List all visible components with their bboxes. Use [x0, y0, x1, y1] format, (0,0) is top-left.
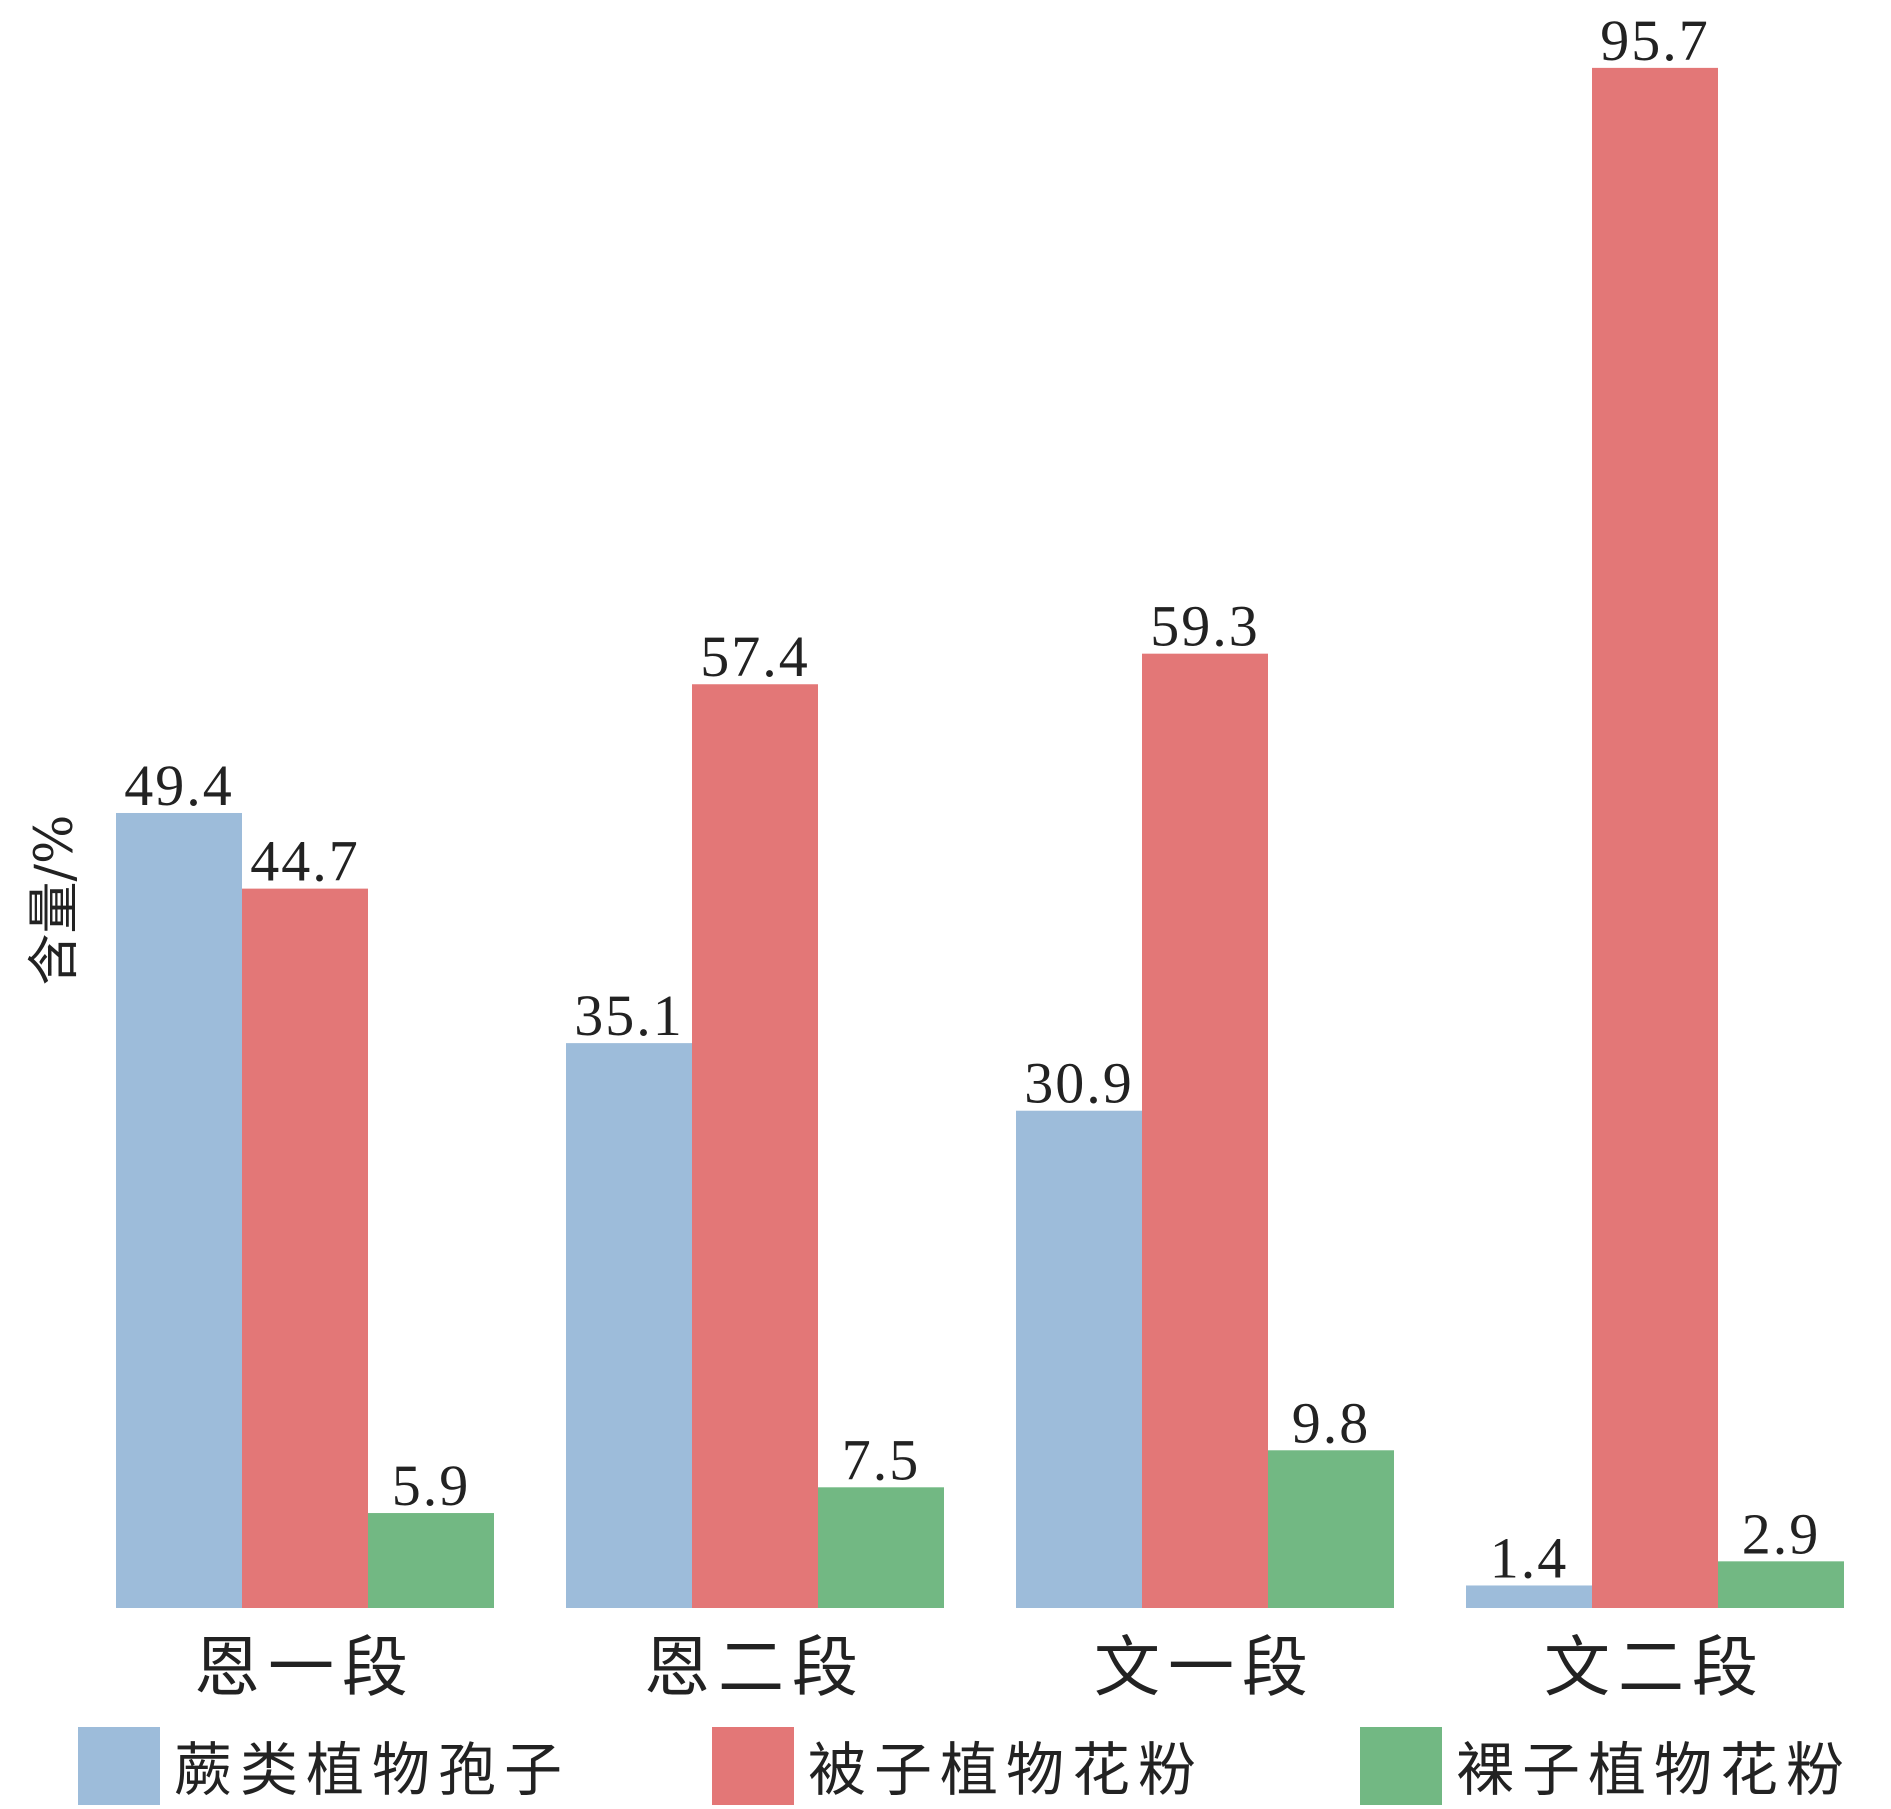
value-label-2-4: 95.7 [1600, 8, 1710, 73]
bar-3-4 [1718, 1561, 1844, 1608]
bar-3-1 [368, 1513, 494, 1608]
legend-label-1: 蕨类植物孢子 [174, 1736, 570, 1804]
bar-1-4 [1466, 1585, 1592, 1608]
value-label-1-3: 30.9 [1024, 1051, 1134, 1116]
category-label-1: 恩一段 [194, 1629, 416, 1706]
legend-swatch-3 [1360, 1727, 1442, 1805]
legend: 蕨类植物孢子 被子植物花粉 裸子植物花粉 [78, 1727, 1852, 1805]
value-label-2-2: 57.4 [700, 624, 810, 689]
category-labels-group: 恩一段 恩二段 文一段 文二段 [194, 1629, 1766, 1706]
value-labels-group: 49.444.7 5.9 35.1 57.4 7.5 30.9 59.3 9.8 1.4 95.7… [124, 8, 1821, 1591]
legend-swatch-1 [78, 1727, 160, 1805]
bar-1-3 [1016, 1110, 1142, 1608]
category-label-3: 文一段 [1094, 1629, 1316, 1706]
bar-3-3 [1268, 1450, 1394, 1608]
category-label-2: 恩二段 [644, 1629, 866, 1706]
bar-3-2 [818, 1487, 944, 1608]
bar-1-2 [566, 1043, 692, 1608]
value-label-1-1: 49.4 [124, 753, 234, 818]
y-axis-label: 含量/% [25, 815, 85, 986]
value-label-3-3: 9.8 [1292, 1390, 1371, 1455]
bar-2-3 [1142, 653, 1268, 1608]
bars-group [116, 67, 1844, 1608]
value-label-2-1: 44.7 [250, 829, 360, 894]
legend-label-3: 裸子植物花粉 [1456, 1736, 1852, 1804]
value-label-3-1: 5.9 [392, 1453, 471, 1518]
value-label-3-4: 2.9 [1742, 1501, 1821, 1566]
value-label-2-3: 59.3 [1150, 594, 1260, 659]
category-label-4: 文二段 [1544, 1629, 1766, 1706]
value-label-3-2: 7.5 [842, 1427, 921, 1492]
legend-swatch-2 [712, 1727, 794, 1805]
value-label-1-2: 35.1 [574, 983, 684, 1048]
legend-label-2: 被子植物花粉 [808, 1736, 1204, 1804]
bar-2-1 [242, 888, 368, 1608]
bar-1-1 [116, 812, 242, 1608]
bar-2-4 [1592, 67, 1718, 1608]
bar-2-2 [692, 684, 818, 1608]
value-label-1-4: 1.4 [1490, 1525, 1569, 1590]
